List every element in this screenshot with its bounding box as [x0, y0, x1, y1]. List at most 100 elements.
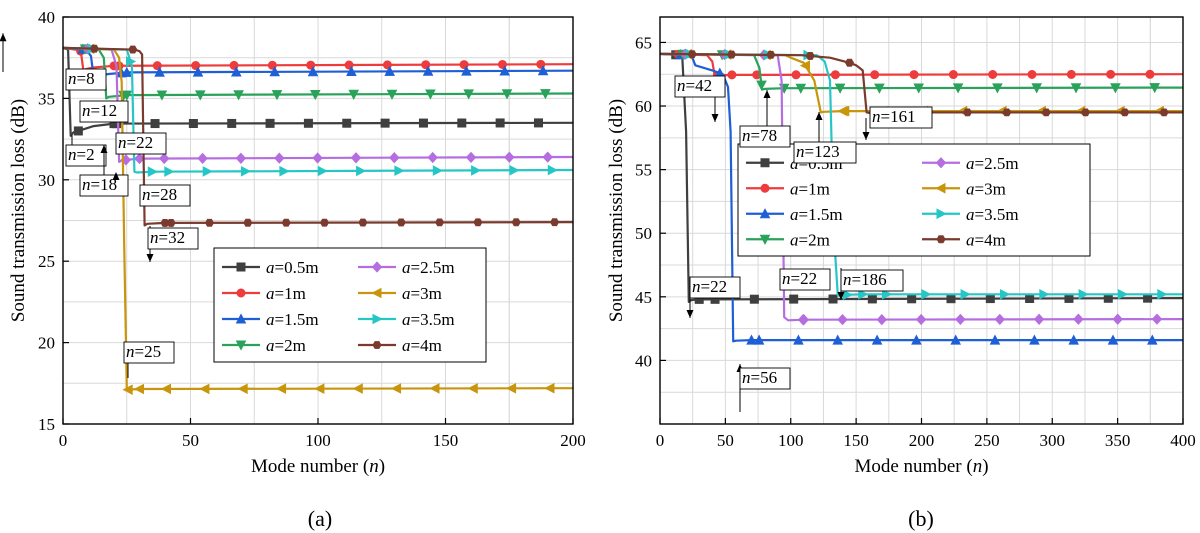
data-point [544, 382, 555, 394]
annotation-arrowhead [763, 90, 771, 98]
annotation: n=22 [779, 268, 831, 291]
data-point [511, 218, 521, 227]
legend-label: a=2.5m [402, 258, 455, 277]
data-point [756, 80, 767, 91]
annotation-label: n=12 [82, 101, 117, 120]
legend-label: a=1.5m [790, 205, 843, 224]
annotation-value: =22 [701, 277, 728, 296]
annotation: n=56 [736, 364, 791, 412]
annotation-value: =56 [751, 368, 778, 387]
annotation-var: n [692, 277, 701, 296]
data-point [881, 289, 893, 300]
annotation-arrowhead [146, 254, 154, 262]
legend-entry: a=0.5m [222, 258, 319, 277]
annotation-box [739, 367, 791, 390]
data-point [1064, 293, 1074, 303]
legend-label-var: a [966, 154, 975, 173]
y-tick-label: 40 [635, 351, 652, 370]
y-tick-label: 25 [38, 252, 55, 271]
data-point [1112, 313, 1123, 325]
data-point [1002, 108, 1012, 117]
legend-label: a=1m [266, 284, 306, 303]
data-point [533, 118, 543, 128]
data-point [396, 218, 406, 227]
data-point [999, 289, 1011, 300]
legend-entry: a=1m [746, 179, 830, 198]
data-point [834, 83, 846, 94]
data-point [955, 313, 966, 326]
annotation: n=25 [123, 341, 175, 378]
legend-label-text: =1m [799, 179, 830, 198]
annotation: n=2 [65, 135, 107, 167]
y-axis-label: Sound transmission loss (dB) [606, 99, 627, 322]
data-point [156, 90, 168, 101]
legend-label-text: =3m [411, 284, 442, 303]
legend-label-text: =2m [799, 230, 830, 249]
y-tick-label: 20 [38, 334, 55, 353]
legend-entry: a=3m [358, 284, 442, 303]
data-point [1149, 83, 1160, 94]
legend-label-var: a [402, 336, 411, 355]
data-point [358, 218, 368, 227]
legend-label-var: a [790, 205, 799, 224]
data-point [805, 51, 815, 60]
data-point [789, 294, 799, 304]
data-point [429, 383, 440, 394]
data-point [766, 50, 776, 59]
data-point [279, 165, 290, 177]
legend-swatch-marker [760, 158, 770, 168]
data-point [1033, 313, 1045, 325]
data-point [154, 66, 165, 77]
legend-entry: a=3.5m [358, 310, 455, 329]
annotation-value: =25 [135, 342, 162, 361]
annotation-var: n [872, 107, 881, 126]
data-point [985, 294, 995, 304]
annotation-arrowhead [837, 292, 845, 300]
legend-entry: a=2.5m [358, 258, 455, 277]
legend-label-text: =4m [411, 336, 442, 355]
y-tick-label: 15 [38, 415, 55, 434]
data-point [303, 118, 313, 128]
data-point [749, 294, 759, 304]
data-point [858, 289, 869, 300]
annotation-label: n=2 [68, 145, 95, 164]
data-point [425, 89, 436, 100]
data-point [271, 90, 283, 101]
annotation-label: n=161 [872, 107, 916, 126]
data-point [471, 165, 482, 176]
x-axis-label-suffix: ) [379, 456, 385, 477]
series-a=0.5m [62, 46, 574, 137]
annotation-arrowhead [686, 310, 694, 318]
data-point [195, 90, 206, 101]
legend-entry: a=3m [922, 179, 1006, 198]
annotation-var: n [126, 342, 135, 361]
x-tick-label: 400 [1170, 431, 1196, 450]
x-tick-label: 50 [182, 431, 199, 450]
data-point [317, 165, 328, 177]
x-tick-label: 250 [974, 431, 1000, 450]
annotation-box [793, 141, 857, 164]
y-tick-label: 50 [635, 224, 652, 243]
legend-swatch-marker [936, 235, 946, 244]
legend-swatch-marker [936, 208, 947, 220]
data-point [1068, 334, 1079, 345]
legend: a=0.5ma=1ma=1.5ma=2ma=2.5ma=3ma=3.5ma=4m [213, 247, 487, 363]
legend-label-var: a [966, 179, 975, 198]
data-point [791, 70, 801, 80]
annotation-label: n=28 [142, 185, 177, 204]
annotation-box [674, 75, 726, 98]
data-point [687, 50, 697, 59]
data-point [463, 89, 474, 100]
annotation-box [840, 269, 904, 292]
legend-label-var: a [266, 258, 275, 277]
annotation-label: n=32 [150, 228, 185, 247]
legend-label-text: =2.5m [975, 154, 1019, 173]
data-point [227, 118, 237, 128]
annotation: n=18 [79, 145, 129, 197]
data-point [876, 313, 888, 326]
data-point [950, 334, 961, 345]
data-point [727, 50, 737, 59]
data-point [1041, 108, 1051, 117]
annotation-var: n [742, 368, 751, 387]
annotation-var: n [68, 145, 77, 164]
